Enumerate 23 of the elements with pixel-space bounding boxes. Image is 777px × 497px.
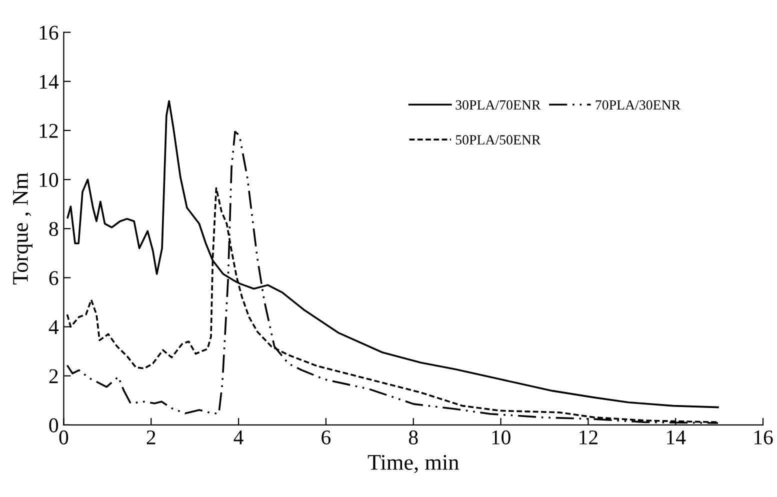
legend-label: 30PLA/70ENR (456, 100, 541, 110)
x-axis-title: Time, min (368, 454, 459, 474)
y-tick-label: 16 (40, 26, 58, 40)
x-tick-label: 16 (754, 430, 773, 444)
legend-label: 70PLA/30ENR (596, 100, 681, 110)
x-tick-label: 14 (667, 430, 686, 444)
x-tick-label: 0 (59, 430, 68, 444)
y-tick-label: 2 (49, 369, 58, 384)
y-tick-label: 4 (48, 320, 59, 334)
x-tick-label: 8 (408, 430, 418, 444)
x-tick-label: 12 (580, 430, 598, 444)
x-tick-label: 4 (234, 430, 244, 444)
y-axis-title: Torque , Nm (13, 172, 32, 285)
y-tick-label: 10 (40, 172, 58, 187)
y-tick-label: 14 (40, 74, 59, 89)
y-tick-label: 8 (49, 222, 58, 236)
x-tick-label: 2 (146, 430, 156, 444)
y-tick-label: 6 (49, 271, 58, 286)
legend-label: 50PLA/50ENR (456, 135, 541, 145)
y-tick-label: 12 (40, 124, 58, 138)
y-tick-label: 0 (49, 418, 58, 432)
x-tick-label: 6 (322, 430, 331, 444)
x-tick-label: 10 (492, 430, 510, 444)
